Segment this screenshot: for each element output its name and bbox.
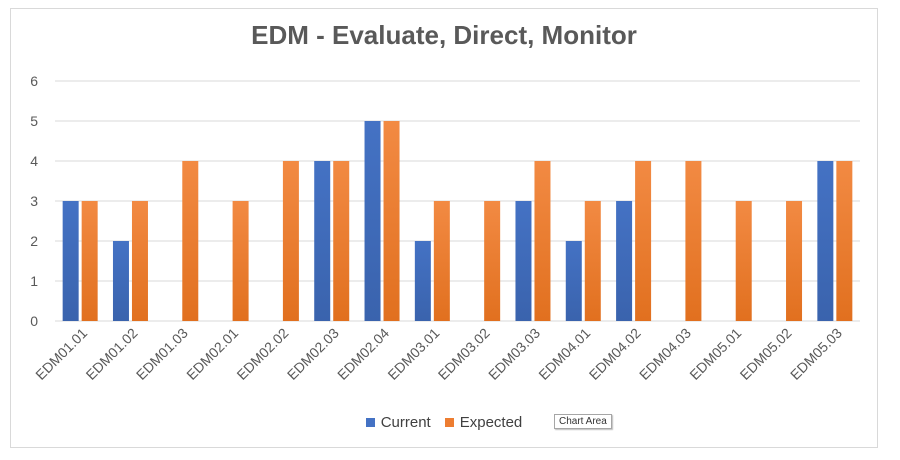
x-tick-label: EDM02.03 bbox=[284, 325, 342, 383]
x-tick-label: EDM03.03 bbox=[485, 325, 543, 383]
legend-label-current: Current bbox=[380, 414, 431, 431]
bar-expected-edm02-03[interactable] bbox=[333, 161, 350, 321]
legend-label-expected: Expected bbox=[459, 414, 523, 431]
bar-current-edm05-03[interactable] bbox=[817, 161, 834, 321]
x-tick-label: EDM05.01 bbox=[686, 325, 744, 383]
bar-current-edm04-02[interactable] bbox=[616, 201, 633, 321]
bar-current-edm04-01[interactable] bbox=[565, 241, 582, 321]
x-tick-label: EDM05.02 bbox=[737, 325, 795, 383]
bar-current-edm03-03[interactable] bbox=[515, 201, 532, 321]
y-tick-label: 3 bbox=[30, 193, 38, 209]
bar-current-edm01-01[interactable] bbox=[62, 201, 79, 321]
y-tick-label: 0 bbox=[30, 313, 38, 329]
x-tick-label: EDM01.02 bbox=[82, 325, 140, 383]
chart-area-tooltip: Chart Area bbox=[554, 414, 612, 429]
bar-expected-edm01-03[interactable] bbox=[182, 161, 199, 321]
x-tick-label: EDM02.02 bbox=[233, 325, 291, 383]
bar-expected-edm02-04[interactable] bbox=[383, 121, 400, 321]
x-tick-label: EDM04.03 bbox=[636, 325, 694, 383]
bar-expected-edm03-01[interactable] bbox=[433, 201, 450, 321]
x-tick-label: EDM04.01 bbox=[535, 325, 593, 383]
x-tick-label: EDM05.03 bbox=[787, 325, 845, 383]
legend-swatch-expected bbox=[444, 418, 454, 427]
x-tick-label: EDM03.02 bbox=[435, 325, 493, 383]
x-tick-label: EDM01.03 bbox=[133, 325, 191, 383]
y-tick-label: 2 bbox=[30, 233, 38, 249]
bar-current-edm02-03[interactable] bbox=[314, 161, 331, 321]
bar-current-edm01-02[interactable] bbox=[112, 241, 129, 321]
bar-expected-edm03-02[interactable] bbox=[484, 201, 501, 321]
bar-expected-edm05-02[interactable] bbox=[786, 201, 803, 321]
bar-expected-edm04-02[interactable] bbox=[635, 161, 652, 321]
x-tick-label: EDM02.04 bbox=[334, 325, 392, 383]
legend: Current Expected bbox=[0, 414, 888, 431]
bar-expected-edm01-01[interactable] bbox=[81, 201, 98, 321]
y-tick-label: 4 bbox=[30, 153, 38, 169]
bar-expected-edm01-02[interactable] bbox=[131, 201, 148, 321]
bar-expected-edm05-03[interactable] bbox=[836, 161, 853, 321]
bar-expected-edm05-01[interactable] bbox=[735, 201, 752, 321]
x-tick-label: EDM04.02 bbox=[586, 325, 644, 383]
legend-item-expected: Expected bbox=[444, 414, 523, 431]
y-tick-label: 1 bbox=[30, 273, 38, 289]
bar-current-edm02-04[interactable] bbox=[364, 121, 381, 321]
bar-current-edm03-01[interactable] bbox=[414, 241, 431, 321]
y-tick-label: 5 bbox=[30, 113, 38, 129]
chart-title: EDM - Evaluate, Direct, Monitor bbox=[251, 20, 637, 50]
x-tick-label: EDM01.01 bbox=[32, 325, 90, 383]
bar-expected-edm04-03[interactable] bbox=[685, 161, 702, 321]
legend-item-current: Current bbox=[365, 414, 431, 431]
bar-expected-edm03-03[interactable] bbox=[534, 161, 551, 321]
x-tick-label: EDM03.01 bbox=[384, 325, 442, 383]
x-tick-label: EDM02.01 bbox=[183, 325, 241, 383]
legend-swatch-current bbox=[365, 418, 375, 427]
bar-expected-edm02-02[interactable] bbox=[282, 161, 299, 321]
y-tick-label: 6 bbox=[30, 73, 38, 89]
bar-expected-edm04-01[interactable] bbox=[584, 201, 601, 321]
bar-expected-edm02-01[interactable] bbox=[232, 201, 249, 321]
